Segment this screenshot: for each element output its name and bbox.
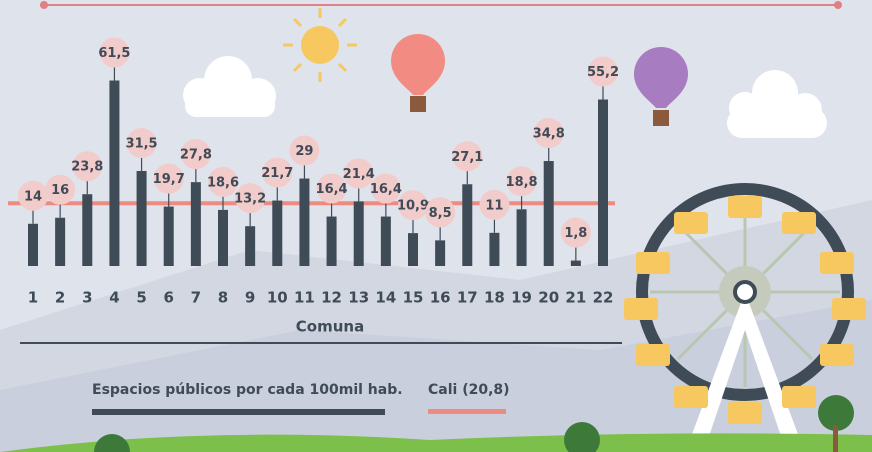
bar [245,226,255,266]
dot [40,1,48,9]
value-label: 27,1 [451,150,483,165]
x-tick-label: 20 [538,289,559,307]
legend-swatch [92,409,385,415]
bar [272,201,282,266]
bar [109,81,119,266]
value-label: 16,4 [316,182,348,197]
value-label: 31,5 [126,136,158,151]
legend-label: Cali (20,8) [428,382,510,398]
value-label: 11 [485,198,503,213]
x-tick-label: 3 [82,289,92,307]
value-label: 23,8 [71,160,103,175]
tree-trunk [833,425,838,452]
value-label: 19,7 [153,172,185,187]
bar [218,210,228,266]
bar [435,240,445,266]
value-label: 1,8 [564,226,587,241]
x-tick-label: 18 [484,289,505,307]
value-label: 10,9 [397,199,429,214]
x-tick-label: 21 [565,289,586,307]
x-tick-label: 16 [430,289,451,307]
bar [544,161,554,266]
bar [408,233,418,266]
value-label: 8,5 [429,206,452,221]
x-tick-label: 17 [457,289,478,307]
value-label: 18,8 [506,175,538,190]
x-tick-label: 22 [593,289,614,307]
x-tick-label: 7 [191,289,201,307]
bar [517,209,527,266]
value-label: 18,6 [207,175,239,190]
x-tick-label: 6 [163,289,173,307]
value-label: 21,4 [343,167,375,182]
x-tick-label: 9 [245,289,255,307]
dot [834,1,842,9]
bar [327,217,337,266]
x-tick-label: 13 [348,289,369,307]
bar [462,184,472,266]
x-tick-label: 4 [109,289,119,307]
bar [191,182,201,266]
legend-swatch [428,409,506,414]
bar [82,194,92,266]
value-label: 16 [51,183,69,198]
x-tick-label: 8 [218,289,228,307]
x-tick-label: 12 [321,289,342,307]
bar [598,100,608,266]
chart: Comuna Espacios públicos por cada 100mil… [0,0,872,452]
value-label: 13,2 [234,192,266,207]
x-tick-label: 11 [294,289,315,307]
value-label: 55,2 [587,65,619,80]
x-axis-label: Comuna [296,318,364,336]
bar [55,218,65,266]
bar [354,201,364,266]
bar [137,171,147,266]
bar [299,179,309,266]
value-label: 14 [24,189,42,204]
value-label: 29 [295,144,313,159]
bar [571,261,581,266]
bar [164,207,174,266]
x-tick-label: 19 [511,289,532,307]
bar [381,217,391,266]
bar [28,224,38,266]
value-label: 16,4 [370,182,402,197]
value-label: 61,5 [98,46,130,61]
x-tick-label: 14 [375,289,396,307]
x-tick-label: 1 [28,289,38,307]
x-tick-label: 10 [267,289,288,307]
value-label: 21,7 [261,166,293,181]
value-label: 27,8 [180,148,212,163]
x-tick-label: 15 [403,289,424,307]
x-tick-label: 2 [55,289,65,307]
bar [489,233,499,266]
legend-label: Espacios públicos por cada 100mil hab. [92,382,403,398]
value-label: 34,8 [533,127,565,142]
x-tick-label: 5 [136,289,146,307]
